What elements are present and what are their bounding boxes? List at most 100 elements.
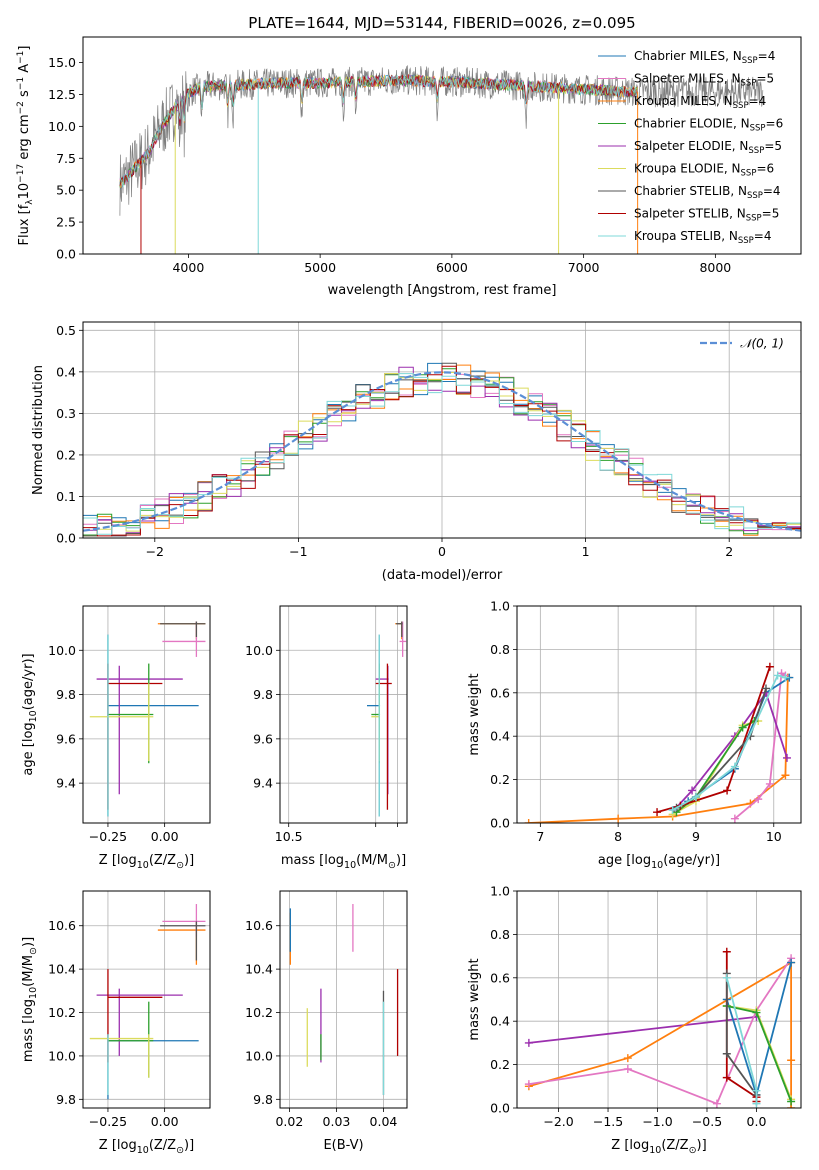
legend-label: Salpeter ELODIE, NSSP=5 — [634, 139, 782, 156]
label-part: 10 — [17, 183, 32, 200]
y-tick-label: 10.2 — [48, 1005, 76, 1020]
legend-label: Kroupa MILES, NSSP=4 — [634, 94, 766, 111]
mass-weight-marker — [614, 814, 623, 823]
label-part: )] — [184, 853, 194, 868]
y-tick-label: 0.2 — [490, 772, 510, 787]
legend-model-name: Kroupa STELIB, N — [634, 229, 738, 243]
x-tick-label: −2.0 — [543, 1114, 573, 1129]
mass-weight-marker — [723, 786, 732, 795]
y-tick-label: 0.6 — [490, 685, 510, 700]
y-tick-label: 0.2 — [490, 1057, 510, 1072]
x-tick-label: 10.5 — [275, 829, 303, 844]
legend-nssp-value: =6 — [756, 162, 774, 176]
errorbar-point — [107, 1034, 199, 1100]
y-tick-label: 9.4 — [56, 776, 76, 791]
legend-label: Kroupa STELIB, NSSP=4 — [634, 229, 772, 246]
label-part: Z [log — [99, 1138, 137, 1153]
mass-weight-marker — [782, 753, 791, 762]
mass-weight-marker — [787, 958, 796, 967]
axes-frame — [516, 605, 802, 824]
normal-curve — [83, 371, 801, 532]
legend-nssp-value: =4 — [749, 94, 767, 108]
label-part: age [log — [21, 722, 36, 775]
y-tick-label: 0.8 — [490, 927, 510, 942]
mass-weight-marker — [688, 786, 697, 795]
mass_vs_EBV-panel: 0.02 0.03 0.04 9.8 10.0 10.2 10.4 10.6 E(B-V) — [245, 890, 408, 1153]
x-axis-label: age [log10(age/yr)] — [598, 853, 720, 871]
y-tick-label: 9.8 — [56, 1092, 76, 1107]
mass-weight-marker — [738, 723, 747, 732]
legend-label: Chabrier STELIB, NSSP=4 — [634, 184, 781, 201]
label-part: ⊙ — [176, 1145, 184, 1156]
y-tick-label: 0.3 — [56, 406, 76, 421]
mass-weight-series — [653, 662, 774, 817]
legend-nssp-sub: SSP — [733, 101, 749, 111]
y-tick-label: 0.4 — [490, 1014, 510, 1029]
mass-weight-line — [528, 1016, 757, 1044]
errorbar-point — [96, 665, 183, 795]
legend-model-name: Chabrier ELODIE, N — [634, 117, 750, 131]
y-tick-label: 0.1 — [56, 489, 76, 504]
y-axis-label: mass weight — [467, 958, 482, 1040]
mass-weight-marker — [730, 814, 739, 823]
mass-weight-marker — [773, 671, 782, 680]
label-part: )] — [396, 853, 406, 868]
x-tick-label: 0.02 — [275, 1114, 303, 1129]
legend-model-name: Kroupa ELODIE, N — [634, 162, 741, 176]
age_vs_Z-grid — [83, 606, 210, 823]
y-tick-label: 0.8 — [490, 642, 510, 657]
axes-frame — [82, 36, 802, 255]
x-tick-label: 4000 — [172, 260, 204, 275]
label-part: (Z/Z — [149, 1138, 176, 1153]
mass-weight-line — [528, 961, 792, 1108]
y-tick-label: 0.0 — [490, 816, 510, 831]
mass-weight-marker — [524, 819, 533, 823]
x-tick-label: −0.25 — [89, 829, 127, 844]
legend-nssp-value: =6 — [766, 117, 784, 131]
label-part: mass [log — [21, 999, 36, 1062]
x-axis-label: (data-model)/error — [382, 568, 503, 583]
legend-nssp-sub: SSP — [741, 169, 757, 179]
label-part: −2 — [16, 101, 26, 114]
mass-weight-series — [722, 973, 761, 1108]
age_vs_Z-panel: −0.25 0.009.49.69.810.0Z [log10(Z/Z⊙)]age… — [21, 605, 211, 871]
label-part: −1 — [16, 51, 26, 64]
errorbar-point — [366, 634, 381, 817]
y-tick-label: 10.0 — [245, 1048, 273, 1063]
residual-legend: 𝒩(0, 1) — [700, 337, 784, 351]
label-part: (age/yr)] — [21, 653, 36, 710]
mass-weight-marker — [761, 684, 770, 693]
y-axis-label: Flux [fλ10−17 erg cm−2 s−1 A−1] — [16, 46, 35, 246]
x-tick-label: 6000 — [436, 260, 468, 275]
mass-weight-marker — [781, 673, 790, 682]
x-axis-label: Z [log10(Z/Z⊙)] — [611, 1138, 706, 1156]
legend-label: 𝒩(0, 1) — [740, 337, 784, 351]
axes-frame — [279, 605, 408, 824]
legend-label: Chabrier ELODIE, NSSP=6 — [634, 117, 783, 134]
legend-nssp-value: =4 — [754, 229, 772, 243]
residuals-panel: −2 −1 0 1 2 0.0 0.1 0.2 0.3 0.4 0.5 (data-model)/er… — [31, 321, 802, 583]
legend-model-name: Kroupa MILES, N — [634, 94, 733, 108]
y-tick-label: 10.0 — [245, 643, 273, 658]
mass-weight-marker — [623, 1054, 632, 1063]
legend-nssp-value: =5 — [756, 72, 774, 86]
legend-nssp-sub: SSP — [742, 56, 758, 66]
x-tick-label: 0.04 — [370, 1114, 398, 1129]
label-part: ⊙ — [176, 860, 184, 871]
label-part: 10 — [651, 860, 663, 871]
mass-weight-line — [673, 690, 788, 811]
y-tick-label: 0.5 — [56, 323, 76, 338]
label-part: )] — [184, 1138, 194, 1153]
label-part: erg cm — [17, 114, 32, 163]
legend-nssp-sub: SSP — [747, 191, 763, 201]
errorbar-point — [160, 621, 206, 637]
mass-weight-marker — [752, 1099, 761, 1108]
x-tick-label: 10 — [766, 829, 782, 844]
errorbar-point — [160, 921, 206, 961]
mass-weight-marker — [781, 771, 790, 780]
label-part: 10 — [137, 1145, 149, 1156]
y-tick-label: 10.0 — [48, 1048, 76, 1063]
axes-frame — [82, 605, 211, 824]
label-part: 10 — [344, 860, 356, 871]
